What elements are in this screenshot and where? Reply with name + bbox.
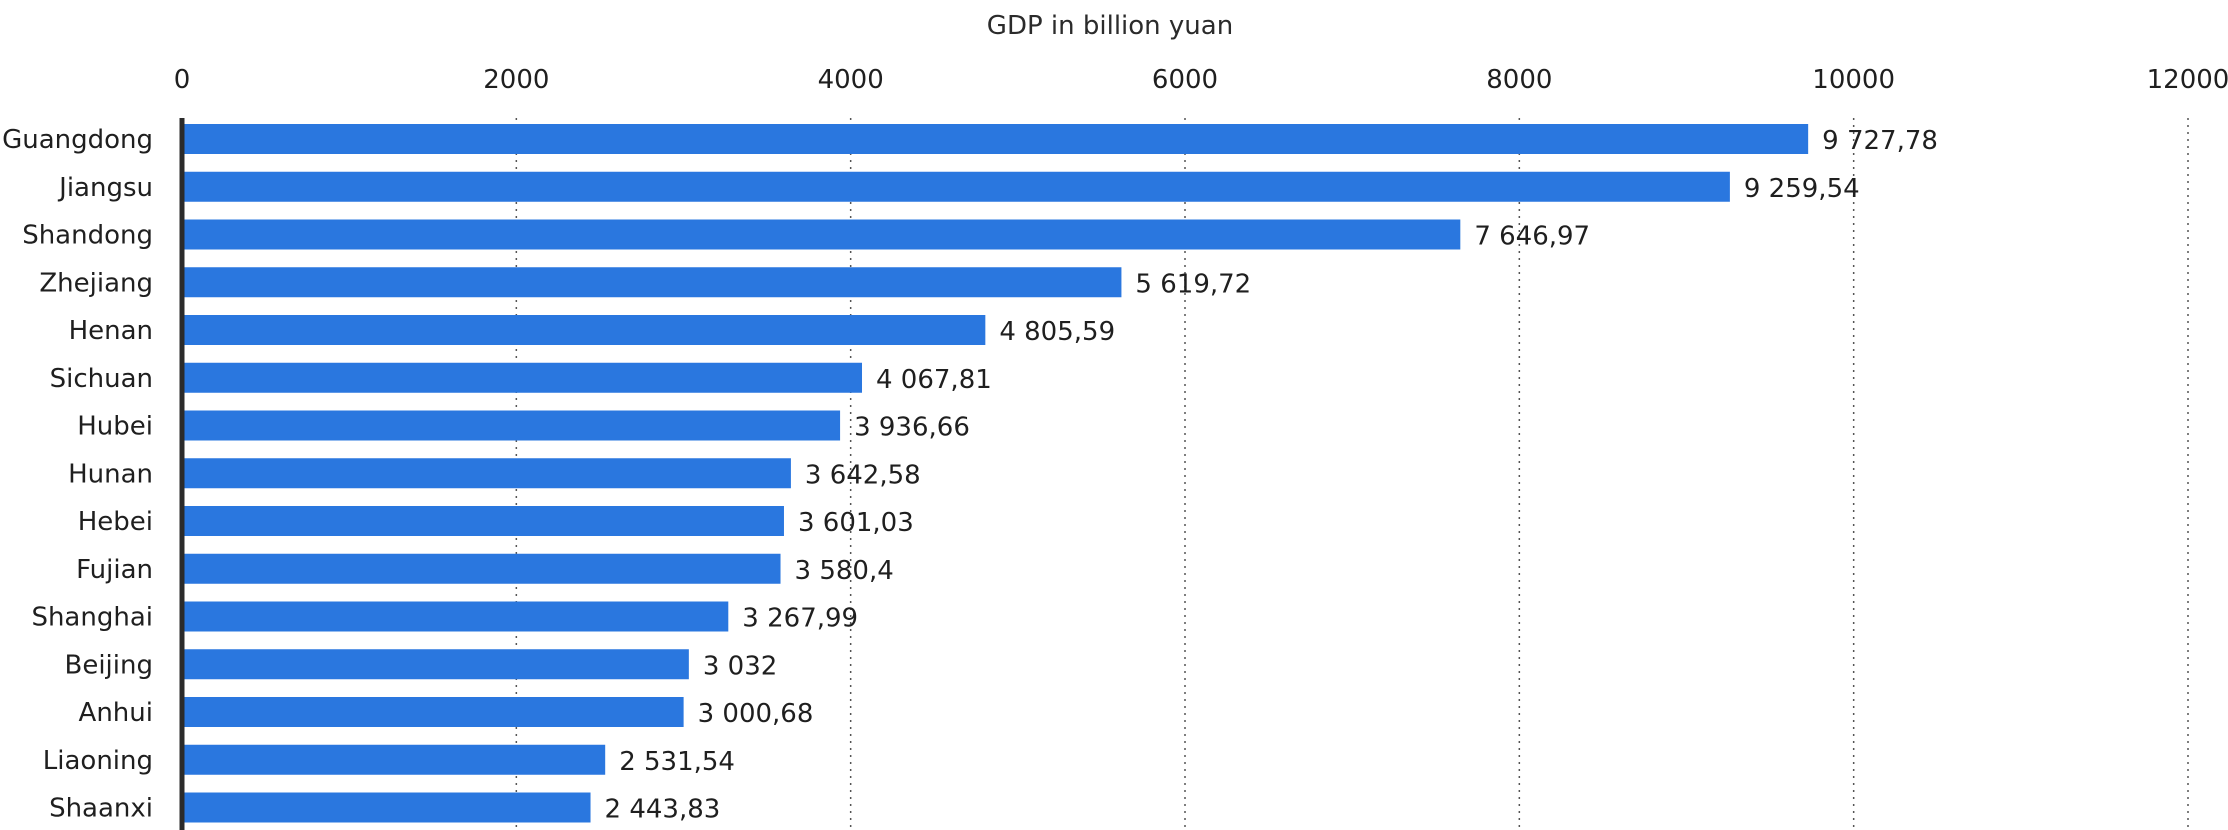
category-label: Jiangsu [57,173,153,203]
data-label: 2 531,54 [619,747,735,777]
bar [182,124,1809,154]
x-tick-label: 2000 [483,65,549,95]
data-label: 5 619,72 [1135,269,1251,299]
data-label: 3 936,66 [854,413,970,443]
category-labels: Guangdong Jiangsu Shandong Zhejiang Henan Sic… [2,125,153,824]
x-tick-label: 8000 [1486,65,1552,95]
bar [182,506,784,536]
category-label: Shanghai [31,603,153,633]
data-label: 3 601,03 [798,508,914,538]
bar [182,219,1461,250]
category-label: Hunan [68,459,153,489]
category-label: Liaoning [43,746,153,776]
data-label: 9 727,78 [1822,126,1938,156]
category-label: Guangdong [2,125,153,155]
data-label: 4 805,59 [999,317,1115,347]
category-label: Anhui [79,698,153,728]
x-tick-label: 4000 [818,65,884,95]
bar [182,649,689,680]
x-tick-label: 6000 [1152,65,1218,95]
category-label: Zhejiang [39,268,153,298]
data-label: 3 032 [703,651,777,681]
category-label: Sichuan [50,364,153,394]
bar [182,362,863,393]
bar [182,744,606,775]
category-label: Fujian [76,555,153,585]
bar [182,553,781,584]
x-axis-ticks: 0 2000 4000 6000 8000 10000 12000 [174,65,2228,95]
data-label: 3 000,68 [698,699,814,729]
bar [182,601,729,632]
data-label: 3 642,58 [805,460,921,490]
category-label: Hebei [78,507,153,537]
value-labels: 9 727,78 9 259,54 7 646,97 5 619,72 4 805,59… [605,126,1938,825]
bars [182,124,1809,823]
bar [182,792,591,823]
data-label: 7 646,97 [1474,222,1590,252]
data-label: 9 259,54 [1744,174,1860,204]
bar [182,315,986,345]
category-label: Shaanxi [49,794,153,824]
bar [182,267,1122,298]
bar [182,171,1730,202]
bar [182,410,841,441]
x-tick-label: 12000 [2147,65,2228,95]
bar [182,697,684,727]
data-label: 3 267,99 [742,604,858,634]
category-label: Henan [69,316,153,346]
category-label: Hubei [77,412,153,442]
category-label: Beijing [65,650,154,680]
bar [182,458,791,489]
data-label: 2 443,83 [605,795,721,825]
category-label: Shandong [22,221,153,251]
data-label: 4 067,81 [876,365,992,395]
x-axis-title: GDP in billion yuan [987,11,1233,41]
x-tick-label: 10000 [1812,65,1895,95]
data-label: 3 580,4 [795,556,894,586]
x-tick-label: 0 [174,65,191,95]
